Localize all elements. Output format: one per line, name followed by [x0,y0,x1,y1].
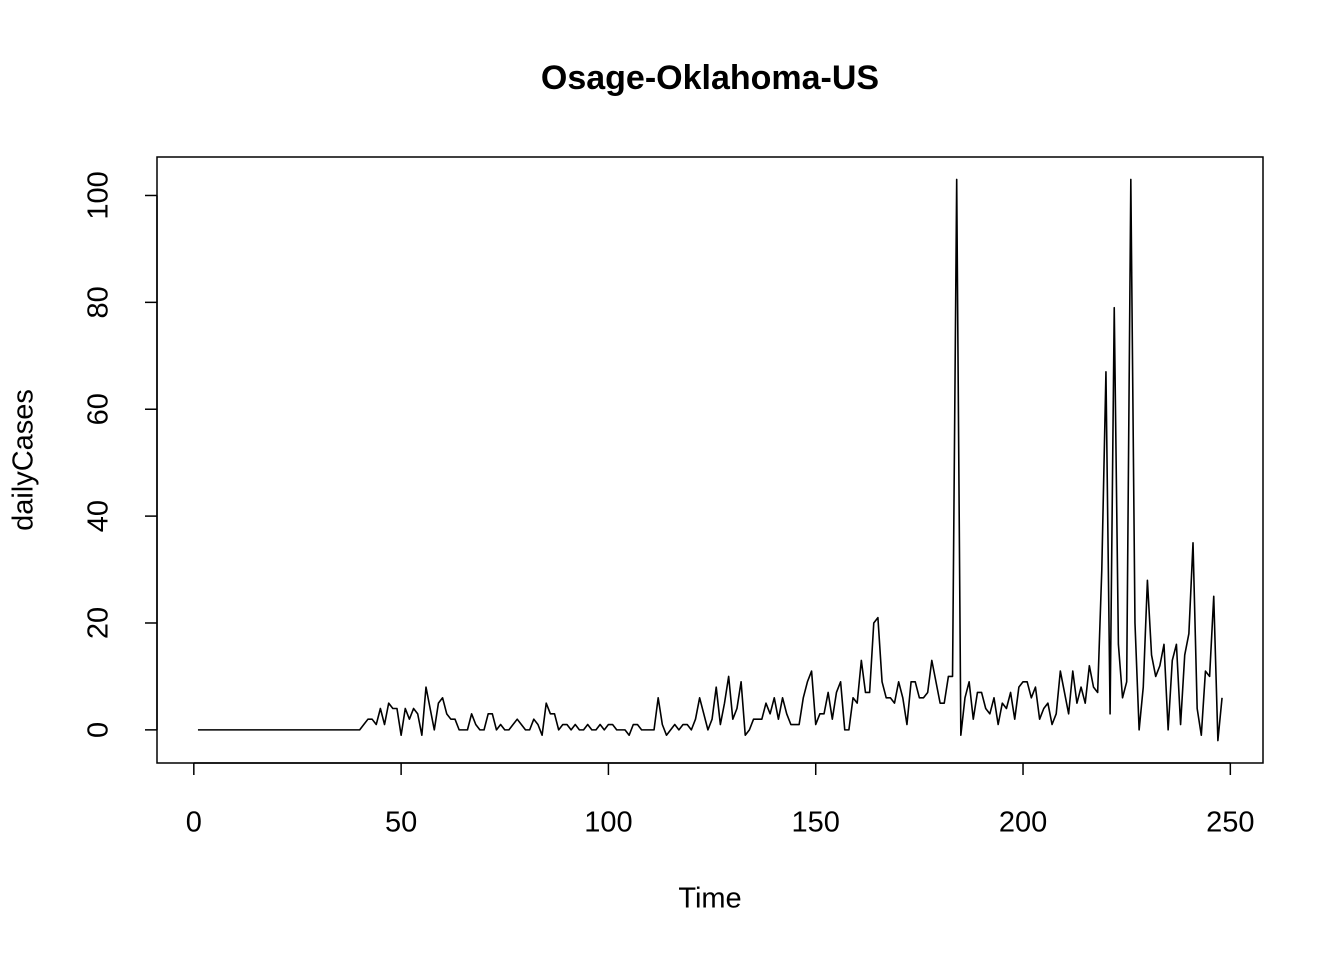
x-axis-label: Time [678,883,741,915]
x-tick-label: 250 [1206,807,1254,839]
y-axis-label: dailyCases [8,389,40,531]
x-tick-label: 50 [385,807,417,839]
x-tick-label: 100 [584,807,632,839]
data-line [197,178,1223,742]
y-tick-label: 40 [83,500,115,532]
x-tick-label: 200 [999,807,1047,839]
x-tick-label: 150 [792,807,840,839]
plot-box [156,156,1264,764]
x-tick-label: 0 [186,807,202,839]
y-tick-label: 60 [83,393,115,425]
y-tick-label: 0 [83,722,115,738]
y-tick-label: 80 [83,286,115,318]
y-tick-label: 20 [83,607,115,639]
y-tick-label: 100 [83,171,115,219]
chart-title: Osage-Oklahoma-US [541,59,879,97]
